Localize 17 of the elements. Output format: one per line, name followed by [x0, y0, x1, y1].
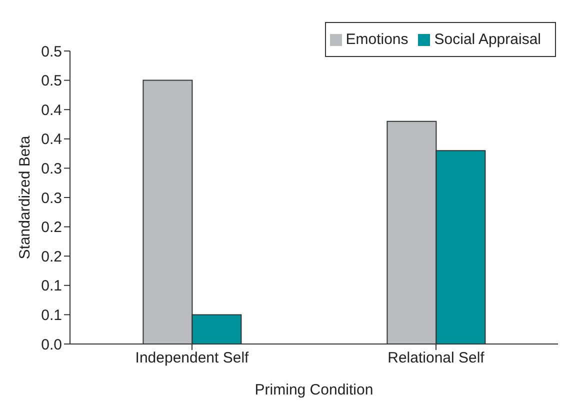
y-tick-label: 0.1	[41, 278, 62, 295]
y-tick-label: 0.0	[41, 336, 62, 354]
y-tick-label: 0.2	[41, 219, 62, 236]
x-axis-title: Priming Condition	[254, 382, 374, 399]
y-tick-label: 0.5	[41, 72, 62, 90]
legend-label: Social Appraisal	[434, 31, 541, 48]
legend-label: Emotions	[346, 31, 408, 48]
y-axis-title: Standardized Beta	[16, 135, 34, 260]
y-tick-label: 0.3	[41, 190, 62, 207]
x-tick-label: Independent Self	[135, 350, 250, 367]
x-tick-label: Relational Self	[388, 350, 486, 367]
y-tick-label: 0.4	[41, 131, 62, 148]
y-tick-label: 0.3	[41, 160, 62, 178]
y-tick-label: 0.4	[41, 102, 62, 119]
y-tick-label: 0.5	[41, 43, 62, 60]
y-tick-label: 0.1	[41, 307, 62, 324]
y-tick-label: 0.2	[41, 248, 62, 266]
